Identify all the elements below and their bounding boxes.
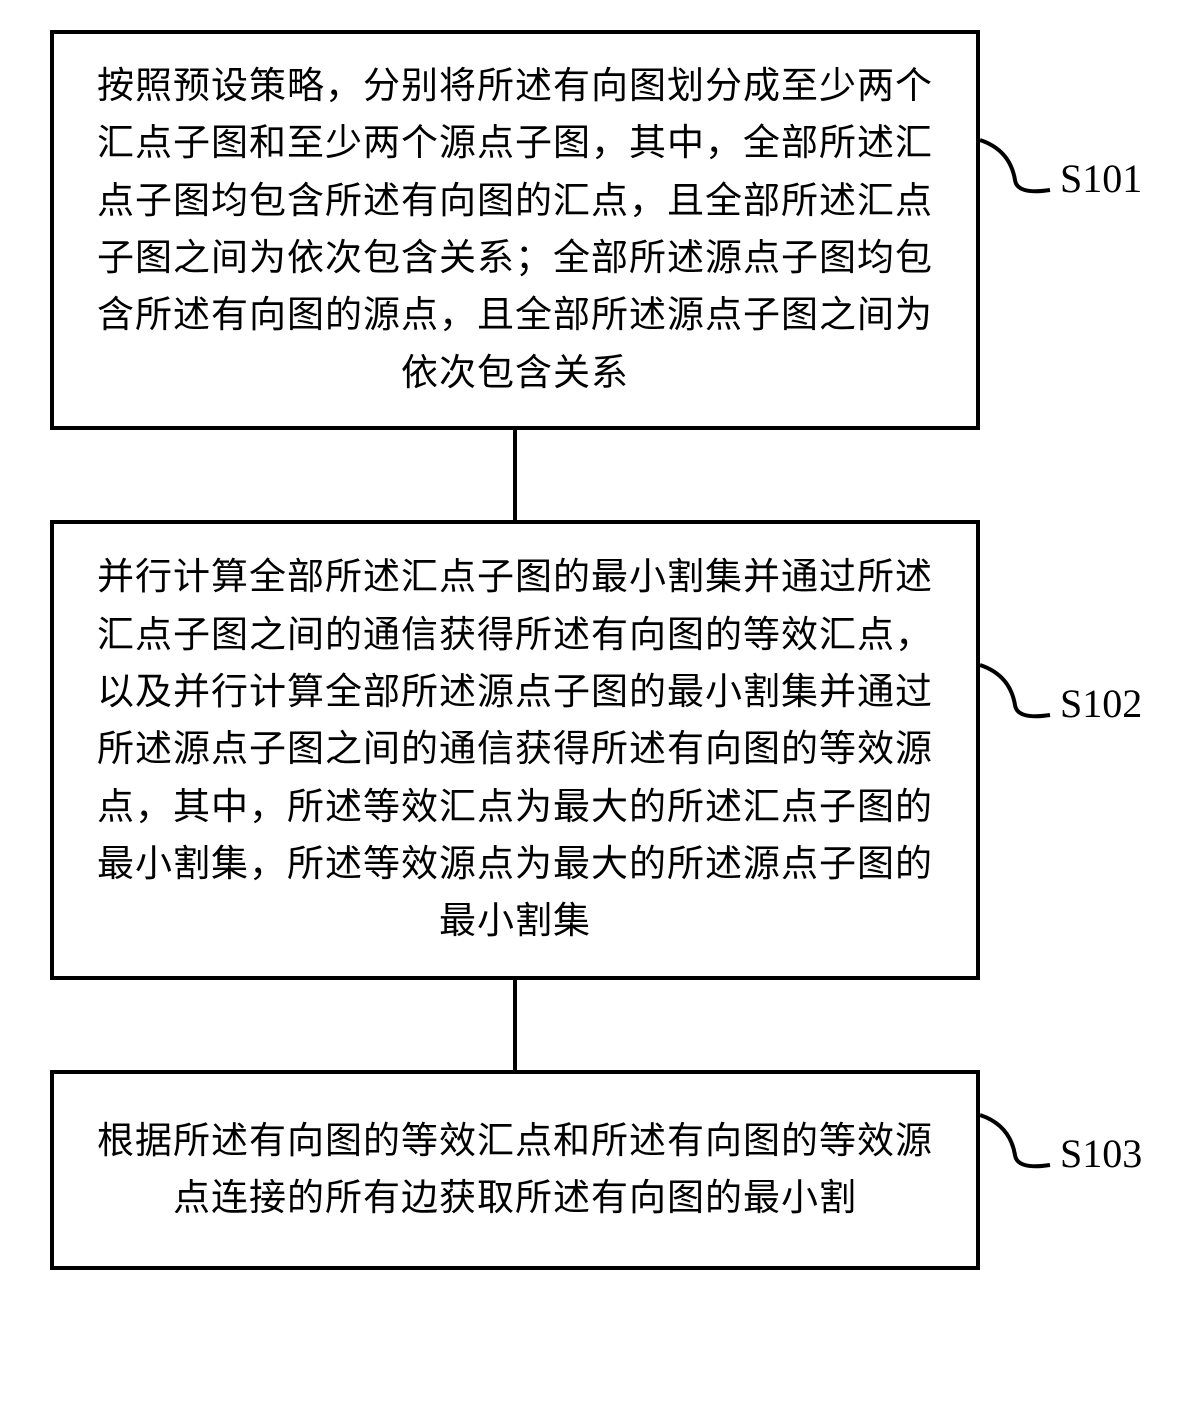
step-text-s101: 按照预设策略，分别将所述有向图划分成至少两个汇点子图和至少两个源点子图，其中，全… xyxy=(84,58,946,402)
label-curve-s103 xyxy=(980,1115,1040,1175)
step-label-s101: S101 xyxy=(1060,155,1142,202)
label-curve-s101 xyxy=(980,140,1040,200)
label-curve-s102 xyxy=(980,665,1040,725)
connector-s102-s103 xyxy=(513,980,517,1070)
step-box-s103: 根据所述有向图的等效汇点和所述有向图的等效源点连接的所有边获取所述有向图的最小割 xyxy=(50,1070,980,1270)
step-box-s101: 按照预设策略，分别将所述有向图划分成至少两个汇点子图和至少两个源点子图，其中，全… xyxy=(50,30,980,430)
step-box-s102: 并行计算全部所述汇点子图的最小割集并通过所述汇点子图之间的通信获得所述有向图的等… xyxy=(50,520,980,980)
step-label-s102: S102 xyxy=(1060,680,1142,727)
connector-s101-s102 xyxy=(513,430,517,520)
step-text-s102: 并行计算全部所述汇点子图的最小割集并通过所述汇点子图之间的通信获得所述有向图的等… xyxy=(84,549,946,950)
step-text-s103: 根据所述有向图的等效汇点和所述有向图的等效源点连接的所有边获取所述有向图的最小割 xyxy=(84,1113,946,1228)
step-label-s103: S103 xyxy=(1060,1130,1142,1177)
